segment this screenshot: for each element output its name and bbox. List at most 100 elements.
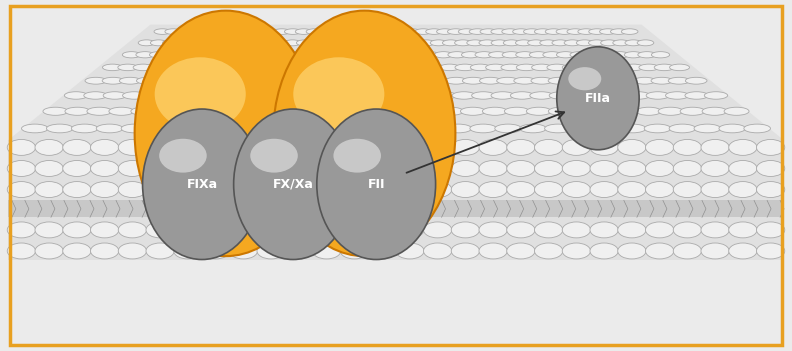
Ellipse shape (424, 160, 451, 177)
Ellipse shape (367, 52, 385, 58)
Ellipse shape (562, 139, 591, 155)
Ellipse shape (154, 29, 171, 34)
Ellipse shape (297, 92, 321, 99)
Ellipse shape (219, 29, 236, 34)
Ellipse shape (582, 77, 604, 84)
Ellipse shape (35, 222, 63, 238)
Ellipse shape (368, 160, 396, 177)
Ellipse shape (535, 139, 563, 155)
Ellipse shape (201, 243, 230, 259)
Ellipse shape (257, 77, 278, 84)
Ellipse shape (600, 77, 621, 84)
Ellipse shape (669, 64, 690, 71)
Ellipse shape (7, 222, 36, 238)
Ellipse shape (35, 160, 63, 177)
Ellipse shape (146, 160, 174, 177)
Ellipse shape (406, 40, 423, 46)
Ellipse shape (455, 40, 471, 46)
Ellipse shape (84, 92, 107, 99)
Ellipse shape (360, 77, 381, 84)
Ellipse shape (570, 52, 588, 58)
Ellipse shape (187, 40, 204, 46)
Ellipse shape (597, 52, 615, 58)
Ellipse shape (312, 52, 330, 58)
Ellipse shape (204, 52, 222, 58)
Ellipse shape (263, 107, 287, 115)
Ellipse shape (634, 77, 656, 84)
Ellipse shape (645, 222, 674, 238)
Ellipse shape (540, 40, 557, 46)
Ellipse shape (729, 160, 757, 177)
Ellipse shape (463, 77, 484, 84)
Ellipse shape (584, 52, 602, 58)
Ellipse shape (313, 222, 341, 238)
Ellipse shape (229, 243, 257, 259)
Bar (8, 140, 784, 260)
Ellipse shape (415, 29, 432, 34)
Ellipse shape (501, 64, 521, 71)
Ellipse shape (729, 139, 757, 155)
Ellipse shape (164, 64, 184, 71)
Ellipse shape (703, 107, 727, 115)
Ellipse shape (530, 92, 553, 99)
Ellipse shape (90, 243, 119, 259)
Ellipse shape (308, 77, 329, 84)
Ellipse shape (133, 64, 153, 71)
Ellipse shape (394, 40, 410, 46)
Ellipse shape (615, 107, 639, 115)
Ellipse shape (341, 243, 368, 259)
Ellipse shape (351, 107, 375, 115)
Ellipse shape (433, 92, 456, 99)
Ellipse shape (600, 29, 616, 34)
Ellipse shape (502, 29, 519, 34)
Ellipse shape (719, 124, 745, 133)
Ellipse shape (527, 40, 544, 46)
Ellipse shape (307, 29, 323, 34)
Ellipse shape (201, 160, 230, 177)
Ellipse shape (317, 109, 436, 259)
Ellipse shape (241, 29, 257, 34)
Ellipse shape (171, 77, 192, 84)
Ellipse shape (285, 243, 313, 259)
Ellipse shape (65, 107, 89, 115)
Ellipse shape (590, 139, 619, 155)
Ellipse shape (333, 40, 349, 46)
Ellipse shape (527, 107, 551, 115)
Ellipse shape (516, 40, 532, 46)
Ellipse shape (118, 181, 147, 198)
Ellipse shape (208, 29, 225, 34)
Ellipse shape (200, 92, 223, 99)
Ellipse shape (339, 29, 356, 34)
Ellipse shape (756, 160, 785, 177)
Ellipse shape (239, 92, 262, 99)
Ellipse shape (595, 124, 621, 133)
Ellipse shape (535, 181, 563, 198)
Ellipse shape (285, 160, 313, 177)
Ellipse shape (556, 29, 573, 34)
Ellipse shape (756, 243, 785, 259)
Ellipse shape (470, 124, 497, 133)
Ellipse shape (673, 160, 702, 177)
Ellipse shape (545, 124, 571, 133)
Ellipse shape (618, 139, 646, 155)
Ellipse shape (260, 40, 276, 46)
Ellipse shape (356, 92, 379, 99)
Ellipse shape (479, 181, 507, 198)
Polygon shape (8, 25, 784, 140)
Ellipse shape (201, 139, 230, 155)
Ellipse shape (651, 77, 672, 84)
Ellipse shape (613, 40, 630, 46)
Ellipse shape (313, 139, 341, 155)
Ellipse shape (252, 29, 268, 34)
Ellipse shape (460, 107, 485, 115)
Ellipse shape (35, 139, 63, 155)
Ellipse shape (21, 124, 48, 133)
Ellipse shape (257, 160, 285, 177)
Ellipse shape (63, 243, 91, 259)
Ellipse shape (557, 52, 575, 58)
Ellipse shape (562, 243, 591, 259)
Ellipse shape (625, 40, 642, 46)
Ellipse shape (102, 77, 124, 84)
Ellipse shape (175, 40, 192, 46)
Ellipse shape (123, 92, 146, 99)
